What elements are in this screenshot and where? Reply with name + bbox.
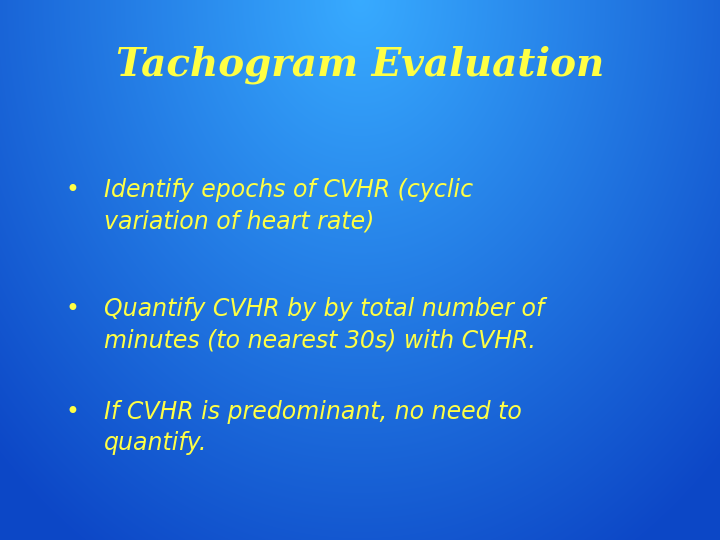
Text: If CVHR is predominant, no need to
quantify.: If CVHR is predominant, no need to quant… — [104, 400, 522, 455]
Text: Quantify CVHR by by total number of
minutes (to nearest 30s) with CVHR.: Quantify CVHR by by total number of minu… — [104, 297, 545, 353]
Text: •: • — [65, 178, 79, 202]
Text: •: • — [65, 400, 79, 423]
Text: Tachogram Evaluation: Tachogram Evaluation — [116, 45, 604, 84]
Text: Identify epochs of CVHR (cyclic
variation of heart rate): Identify epochs of CVHR (cyclic variatio… — [104, 178, 474, 234]
Text: •: • — [65, 297, 79, 321]
